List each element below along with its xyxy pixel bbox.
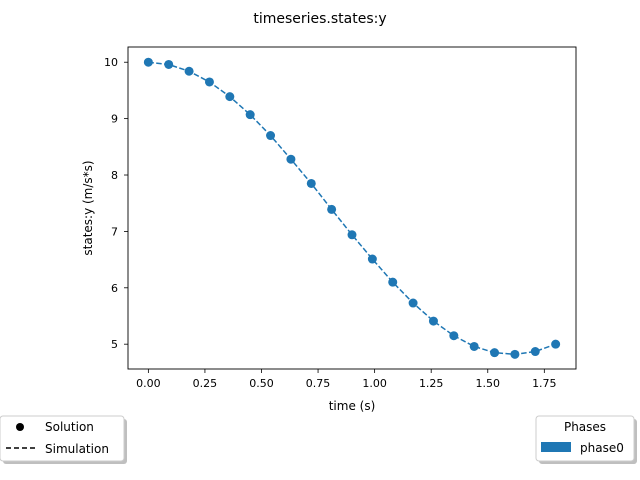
solution-point [347, 230, 357, 240]
plot-area [127, 46, 577, 370]
solution-point [184, 66, 194, 76]
y-tick-label: 5 [111, 338, 118, 351]
solution-series [143, 57, 561, 359]
solution-point [327, 204, 337, 214]
solution-point [164, 59, 174, 69]
x-tick-label: 1.00 [362, 377, 387, 390]
y-tick-label: 10 [104, 56, 118, 69]
solution-point [530, 347, 540, 357]
legend-left: Solution Simulation [0, 415, 127, 464]
solution-point [490, 348, 500, 358]
x-ticks: 0.00 0.25 0.50 0.75 1.00 1.25 1.50 1.75 [136, 369, 557, 390]
solution-point [266, 131, 276, 141]
solution-point [551, 339, 561, 349]
solution-point [510, 349, 520, 359]
solution-point [469, 341, 479, 351]
solution-point [143, 57, 153, 67]
legend-phases-title: Phases [564, 420, 606, 434]
y-tick-label: 7 [111, 225, 118, 238]
solution-point [388, 277, 398, 287]
chart-title: timeseries.states:y [253, 11, 386, 27]
phase0-legend-patch [541, 442, 571, 452]
solution-point [367, 254, 377, 264]
y-tick-label: 8 [111, 169, 118, 182]
legend-right: Phases phase0 [535, 415, 637, 464]
x-tick-label: 1.25 [419, 377, 444, 390]
y-tick-label: 6 [111, 282, 118, 295]
y-axis-label: states:y (m/s*s) [81, 160, 95, 255]
y-ticks: 5 6 7 8 9 10 [104, 56, 128, 351]
simulation-series [148, 61, 556, 356]
legend-solution-label: Solution [45, 420, 94, 434]
solution-point [306, 178, 316, 188]
x-tick-label: 0.50 [249, 377, 274, 390]
x-tick-label: 0.25 [193, 377, 218, 390]
y-tick-label: 9 [111, 113, 118, 126]
solution-point [245, 110, 255, 120]
x-tick-label: 1.75 [532, 377, 557, 390]
solution-point [204, 77, 214, 87]
solution-point [225, 92, 235, 102]
solution-point [428, 316, 438, 326]
legend-simulation-label: Simulation [45, 442, 109, 456]
solution-point [449, 331, 459, 341]
solution-legend-marker [16, 423, 24, 431]
x-axis-label: time (s) [329, 399, 376, 413]
solution-point [408, 298, 418, 308]
solution-point [286, 154, 296, 164]
legend-phase0-label: phase0 [580, 441, 624, 455]
x-tick-label: 0.75 [306, 377, 331, 390]
simulation-line [148, 61, 556, 356]
x-tick-label: 0.00 [136, 377, 161, 390]
x-tick-label: 1.50 [476, 377, 501, 390]
